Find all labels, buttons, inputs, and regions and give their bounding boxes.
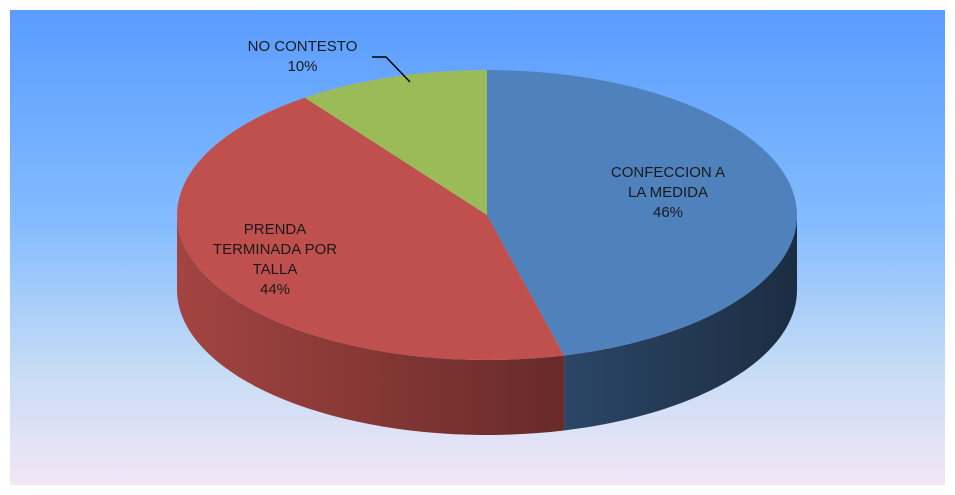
data-label: CONFECCION A LA MEDIDA 46%	[598, 163, 738, 223]
slice	[487, 70, 797, 356]
slice-side	[177, 215, 565, 435]
category-label: CONFECCION A LA MEDIDA	[610, 164, 726, 201]
value-label: 10%	[287, 58, 318, 75]
category-label: NO CONTESTO	[247, 38, 358, 55]
category-label: PRENDA TERMINADA POR TALLA	[212, 221, 338, 278]
slice	[177, 97, 565, 360]
data-label: NO CONTESTO 10%	[230, 37, 375, 77]
slice	[304, 70, 487, 215]
leader-line	[372, 56, 411, 83]
slice-side	[564, 215, 797, 431]
value-label: 46%	[652, 204, 684, 221]
data-label: PRENDA TERMINADA POR TALLA 44%	[195, 220, 355, 300]
value-label: 44%	[259, 281, 291, 298]
